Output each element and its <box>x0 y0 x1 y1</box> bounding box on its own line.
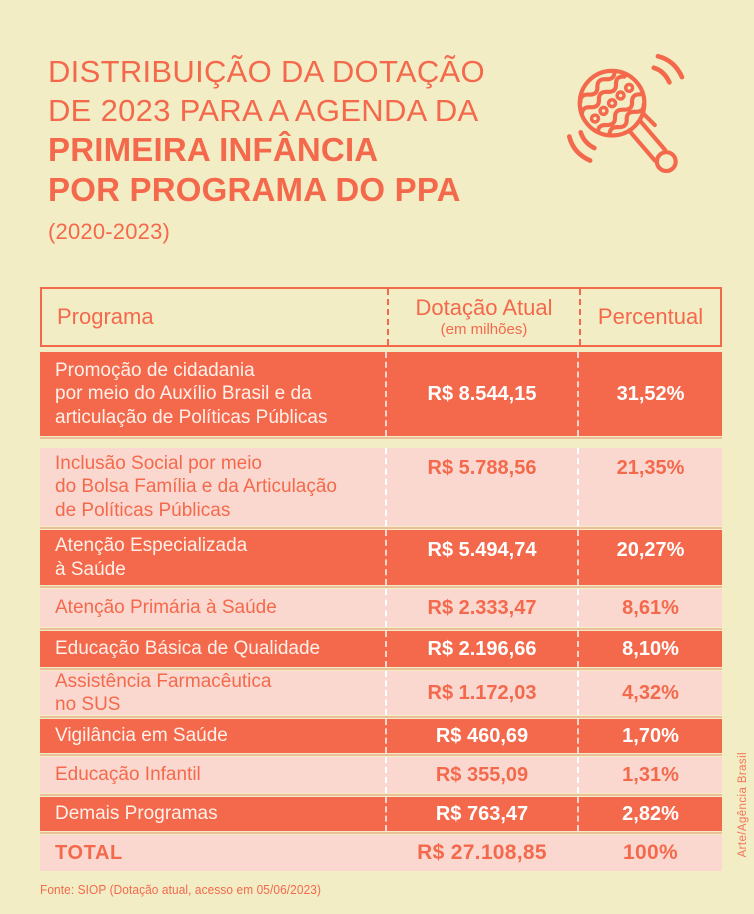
program-cell: Educação Básica de Qualidade <box>55 638 321 660</box>
value-cell: R$ 2.196,66 <box>385 631 577 667</box>
table-row-9: Demais Programas R$ 763,47 2,82% <box>40 794 722 834</box>
program-cell: Promoção de cidadania por meio do Auxíli… <box>55 360 328 428</box>
percent-cell: 4,32% <box>577 671 722 715</box>
table-row-2: Inclusão Social por meio do Bolsa Famíli… <box>40 448 722 526</box>
title-block: DISTRIBUIÇÃO DA DOTAÇÃO DE 2023 PARA A A… <box>48 52 485 245</box>
table-row-3: Atenção Especializada à Saúde R$ 5.494,7… <box>40 527 722 588</box>
table-row-6: Assistência Farmacêutica no SUS R$ 1.172… <box>40 671 722 715</box>
baby-rattle-icon <box>566 53 685 174</box>
total-percent: 100% <box>623 841 678 864</box>
percent-cell: 20,27% <box>577 530 722 585</box>
percent-cell: 2,82% <box>577 797 722 831</box>
table-header-row: Programa Dotação Atual (em milhões) Perc… <box>40 287 722 347</box>
program-cell: Assistência Farmacêutica no SUS <box>55 670 272 715</box>
percent-cell: 1,31% <box>577 757 722 793</box>
table-row-7: Vigilância em Saúde R$ 460,69 1,70% <box>40 716 722 756</box>
title-line-2: DE 2023 PARA A AGENDA DA <box>48 93 479 128</box>
program-cell: Educação Infantil <box>55 764 201 786</box>
program-cell: Atenção Especializada à Saúde <box>55 535 248 580</box>
table-row-4: Atenção Primária à Saúde R$ 2.333,47 8,6… <box>40 589 722 627</box>
value-cell: R$ 763,47 <box>385 797 577 831</box>
program-cell: Atenção Primária à Saúde <box>55 597 277 619</box>
program-cell: Demais Programas <box>55 803 218 825</box>
column-header-value-unit: (em milhões) <box>440 320 528 338</box>
title-line-4: POR PROGRAMA DO PPA <box>48 171 461 208</box>
column-header-program: Programa <box>57 304 154 329</box>
percent-cell: 1,70% <box>577 719 722 753</box>
table-row-8: Educação Infantil R$ 355,09 1,31% <box>40 757 722 793</box>
program-cell: Vigilância em Saúde <box>55 725 228 747</box>
total-value: R$ 27.108,85 <box>417 841 547 864</box>
title-period: (2020-2023) <box>48 219 171 244</box>
column-header-value: Dotação Atual (em milhões) <box>387 289 579 345</box>
value-cell: R$ 355,09 <box>385 757 577 793</box>
percent-cell: 8,10% <box>577 631 722 667</box>
program-cell: Inclusão Social por meio do Bolsa Famíli… <box>55 453 337 521</box>
column-header-percent: Percentual <box>579 289 720 345</box>
percent-cell: 8,61% <box>577 589 722 627</box>
value-cell: R$ 460,69 <box>385 719 577 753</box>
table-body: Promoção de cidadania por meio do Auxíli… <box>40 352 722 871</box>
budget-table: Programa Dotação Atual (em milhões) Perc… <box>40 287 722 875</box>
art-credit: Arte/Agência Brasil <box>737 751 749 857</box>
title-line-3: PRIMEIRA INFÂNCIA <box>48 131 379 168</box>
value-cell: R$ 8.544,15 <box>385 352 577 436</box>
table-row-1: Promoção de cidadania por meio do Auxíli… <box>40 352 722 439</box>
table-row-total: TOTAL R$ 27.108,85 100% <box>40 835 722 871</box>
value-cell: R$ 5.788,56 <box>385 448 577 526</box>
value-cell: R$ 2.333,47 <box>385 589 577 627</box>
source-note: Fonte: SIOP (Dotação atual, acesso em 05… <box>40 883 322 897</box>
table-row-5: Educação Básica de Qualidade R$ 2.196,66… <box>40 628 722 670</box>
total-label: TOTAL <box>55 841 123 864</box>
percent-cell: 31,52% <box>577 352 722 436</box>
value-cell: R$ 1.172,03 <box>385 671 577 715</box>
value-cell: R$ 5.494,74 <box>385 530 577 585</box>
column-header-value-label: Dotação Atual <box>415 294 553 320</box>
title-line-1: DISTRIBUIÇÃO DA DOTAÇÃO <box>48 54 485 89</box>
percent-cell: 21,35% <box>577 448 722 526</box>
